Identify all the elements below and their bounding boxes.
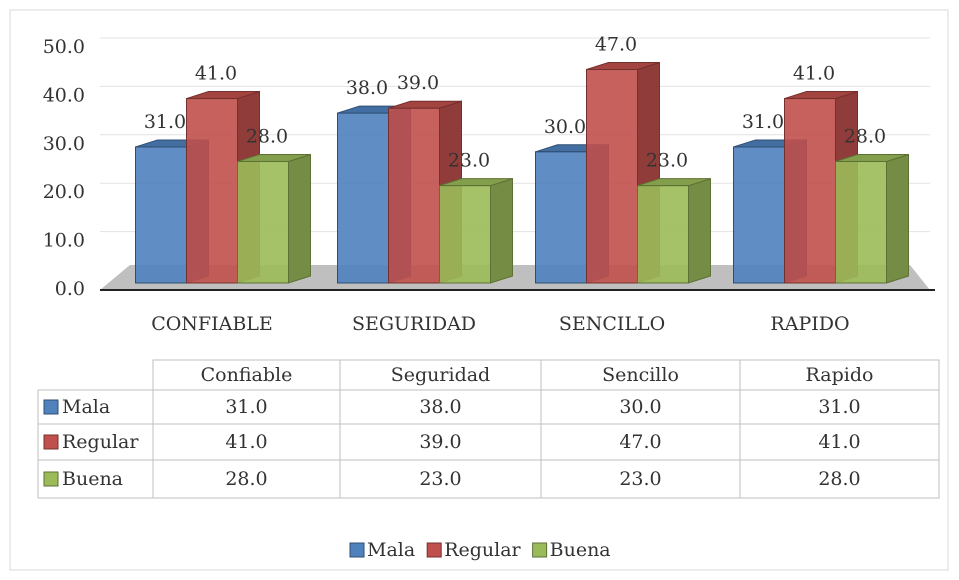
bar — [586, 61, 660, 284]
bar — [237, 153, 311, 284]
data-label: 41.0 — [195, 63, 237, 85]
table-value: 30.0 — [619, 396, 661, 418]
x-tick-label: SENCILLO — [559, 313, 665, 335]
bar-side — [490, 177, 513, 284]
bar-front — [586, 69, 638, 284]
x-tick-label: CONFIABLE — [151, 313, 273, 335]
legend-key — [532, 542, 548, 558]
table-row-label: Mala — [62, 396, 110, 418]
bar-front — [637, 185, 689, 284]
table-value: 41.0 — [818, 431, 860, 453]
y-tick-label: 50.0 — [43, 36, 85, 58]
legend-key — [43, 471, 59, 487]
legend-key — [349, 542, 365, 558]
table-value: 41.0 — [225, 431, 267, 453]
data-label: 31.0 — [144, 111, 186, 133]
bar-side — [688, 177, 711, 284]
table-value: 39.0 — [419, 431, 461, 453]
table-value: 31.0 — [225, 396, 267, 418]
table-row-label: Buena — [62, 468, 123, 490]
y-tick-label: 30.0 — [43, 133, 85, 155]
bar-front — [237, 160, 289, 284]
data-label: 41.0 — [793, 63, 835, 85]
y-tick-label: 20.0 — [43, 181, 85, 203]
data-label: 38.0 — [346, 77, 388, 99]
table-header: Confiable — [201, 364, 293, 386]
legend-label: Mala — [367, 539, 415, 561]
table-header: Seguridad — [391, 364, 490, 386]
y-tick-label: 0.0 — [55, 278, 85, 300]
data-label: 47.0 — [595, 34, 637, 56]
table-value: 28.0 — [818, 468, 860, 490]
bar-side — [886, 153, 909, 284]
bar-side — [288, 153, 311, 284]
table-value: 28.0 — [225, 468, 267, 490]
bar-front — [135, 146, 187, 284]
data-label: 30.0 — [544, 116, 586, 138]
data-label: 28.0 — [844, 125, 886, 147]
legend-label: Regular — [444, 539, 521, 561]
bar-front — [337, 112, 389, 284]
bar-front — [388, 107, 440, 284]
legend-key — [43, 434, 59, 450]
bar — [439, 177, 513, 284]
table-header: Rapido — [806, 364, 874, 386]
bar — [835, 153, 909, 284]
bar-front — [835, 160, 887, 284]
data-label: 31.0 — [742, 111, 784, 133]
bar-front — [733, 146, 785, 284]
data-label: 28.0 — [246, 125, 288, 147]
bar — [637, 177, 711, 284]
table-value: 47.0 — [619, 431, 661, 453]
bar-front — [535, 151, 587, 284]
y-tick-label: 10.0 — [43, 230, 85, 252]
table-value: 23.0 — [619, 468, 661, 490]
legend-key — [426, 542, 442, 558]
bar-front — [186, 98, 238, 284]
legend-key — [43, 399, 59, 415]
bar-front — [784, 98, 836, 284]
table-value: 31.0 — [818, 396, 860, 418]
table-header: Sencillo — [602, 364, 679, 386]
bar-front — [439, 185, 491, 284]
data-label: 23.0 — [448, 150, 490, 172]
table-value: 23.0 — [419, 468, 461, 490]
table-row-label: Regular — [62, 431, 139, 453]
table-cell — [739, 459, 940, 499]
x-tick-label: RAPIDO — [770, 313, 849, 335]
y-tick-label: 40.0 — [43, 84, 85, 106]
x-tick-label: SEGURIDAD — [352, 313, 476, 335]
legend-label: Buena — [550, 539, 611, 561]
data-label: 39.0 — [397, 72, 439, 94]
data-label: 23.0 — [646, 150, 688, 172]
table-value: 38.0 — [419, 396, 461, 418]
